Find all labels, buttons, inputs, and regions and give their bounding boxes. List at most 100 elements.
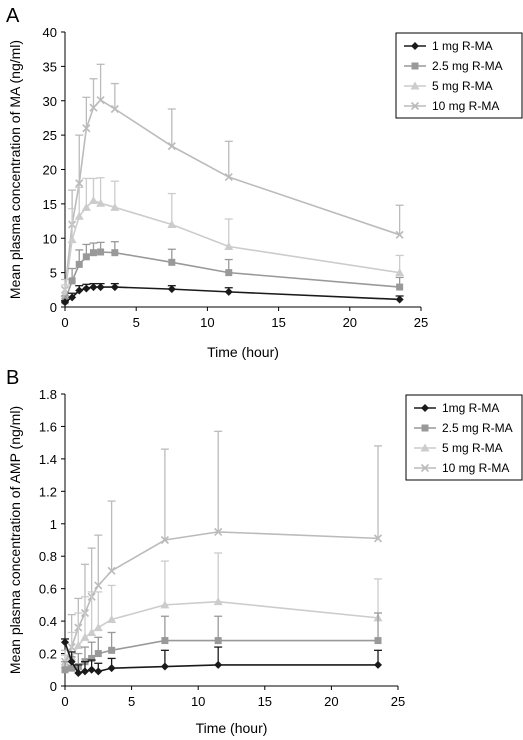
y-tick-label: 5 bbox=[50, 266, 57, 281]
data-point bbox=[224, 242, 234, 250]
y-tick-label: 40 bbox=[43, 25, 57, 40]
legend-entry: 1 mg R-MA bbox=[432, 39, 493, 53]
y-tick-label: 15 bbox=[43, 197, 57, 212]
data-point bbox=[88, 195, 98, 204]
data-point bbox=[89, 283, 98, 292]
series-line bbox=[64, 99, 400, 290]
data-point bbox=[160, 600, 170, 609]
x-tick-label: 25 bbox=[414, 315, 428, 330]
data-point bbox=[168, 258, 176, 266]
y-tick-label: 20 bbox=[43, 163, 57, 178]
data-point bbox=[160, 662, 169, 671]
data-point bbox=[111, 249, 119, 257]
data-point bbox=[80, 632, 90, 641]
legend-entry: 1mg R-MA bbox=[442, 401, 499, 415]
series-line bbox=[64, 199, 400, 294]
y-tick-label: 0.8 bbox=[39, 549, 57, 564]
legend-swatch-marker bbox=[411, 42, 419, 50]
legend-swatch-marker bbox=[410, 101, 420, 111]
data-point bbox=[82, 124, 91, 133]
y-tick-label: 1.4 bbox=[39, 452, 57, 467]
y-tick-label: 0 bbox=[50, 679, 57, 694]
data-point bbox=[110, 202, 120, 211]
legend-swatch-marker bbox=[421, 424, 429, 432]
data-point bbox=[225, 269, 233, 277]
y-tick-label: 30 bbox=[43, 94, 57, 109]
data-point bbox=[374, 637, 382, 645]
data-point bbox=[213, 597, 223, 606]
data-point bbox=[61, 638, 69, 647]
data-point bbox=[68, 293, 77, 302]
series-square bbox=[61, 241, 404, 305]
data-point bbox=[94, 650, 102, 658]
y-tick-label: 1.6 bbox=[39, 419, 57, 434]
data-point bbox=[107, 614, 117, 623]
data-point bbox=[214, 637, 222, 645]
x-axis-title: Time (hour) bbox=[207, 344, 279, 360]
legend-swatch-marker bbox=[420, 463, 430, 473]
data-point bbox=[110, 104, 119, 114]
x-tick-label: 10 bbox=[191, 694, 205, 709]
data-point bbox=[395, 230, 404, 239]
series-diamond bbox=[61, 638, 383, 678]
data-point bbox=[395, 295, 404, 304]
y-tick-label: 0.2 bbox=[39, 647, 57, 662]
legend-entry: 2.5 mg R-MA bbox=[442, 421, 513, 435]
data-point bbox=[75, 286, 84, 295]
legend-entry: 5 mg R-MA bbox=[442, 441, 503, 455]
panel-a: A 0 5 10 15 20 25 30 35 40 0 5 10 15 20 25 Mean plasma c… bbox=[6, 5, 523, 360]
data-point bbox=[80, 667, 89, 676]
data-point bbox=[87, 627, 97, 636]
legend-swatch-marker bbox=[421, 404, 429, 412]
data-point bbox=[87, 665, 96, 674]
data-point bbox=[96, 95, 105, 105]
data-point bbox=[61, 298, 69, 307]
data-point bbox=[167, 142, 176, 151]
data-point bbox=[82, 284, 91, 293]
legend-swatch-marker bbox=[411, 62, 419, 70]
data-point bbox=[167, 285, 176, 294]
data-point bbox=[395, 268, 405, 277]
data-point bbox=[214, 660, 223, 669]
x-tick-label: 20 bbox=[343, 315, 357, 330]
y-tick-label: 1.2 bbox=[39, 484, 57, 499]
data-point bbox=[107, 566, 116, 575]
data-point bbox=[396, 283, 404, 291]
x-tick-label: 25 bbox=[391, 694, 405, 709]
data-point bbox=[75, 260, 83, 268]
data-point bbox=[81, 202, 91, 211]
data-point bbox=[89, 103, 98, 112]
data-point bbox=[67, 235, 77, 244]
y-axis-title: Mean plasma concentration of MA (ng/ml) bbox=[7, 40, 23, 299]
data-point bbox=[224, 287, 233, 296]
data-point bbox=[75, 179, 84, 188]
legend-swatch-marker bbox=[410, 81, 420, 90]
x-axis-title: Time (hour) bbox=[196, 720, 268, 736]
data-point bbox=[96, 283, 105, 292]
legend-swatch-marker bbox=[420, 443, 430, 452]
data-point bbox=[67, 657, 76, 666]
series-line bbox=[64, 251, 400, 302]
data-point bbox=[374, 660, 383, 669]
x-tick-label: 5 bbox=[133, 315, 140, 330]
data-point bbox=[161, 637, 169, 645]
series-diamond bbox=[61, 282, 404, 307]
x-tick-label: 20 bbox=[324, 694, 338, 709]
panel-label: A bbox=[6, 5, 20, 27]
data-point bbox=[97, 248, 105, 256]
x-tick-label: 0 bbox=[61, 315, 68, 330]
x-tick-label: 15 bbox=[258, 694, 272, 709]
data-point bbox=[96, 198, 106, 207]
data-point bbox=[73, 640, 83, 649]
y-tick-label: 35 bbox=[43, 59, 57, 74]
series-line bbox=[64, 531, 379, 662]
legend-entry: 2.5 mg R-MA bbox=[432, 59, 503, 73]
data-point bbox=[88, 654, 96, 662]
legend-entry: 10 mg R-MA bbox=[432, 99, 499, 113]
y-tick-label: 1 bbox=[50, 517, 57, 532]
data-point bbox=[61, 666, 69, 674]
data-point bbox=[82, 253, 90, 261]
y-tick-label: 0.6 bbox=[39, 582, 57, 597]
series-x bbox=[60, 430, 383, 666]
data-point bbox=[160, 535, 169, 545]
